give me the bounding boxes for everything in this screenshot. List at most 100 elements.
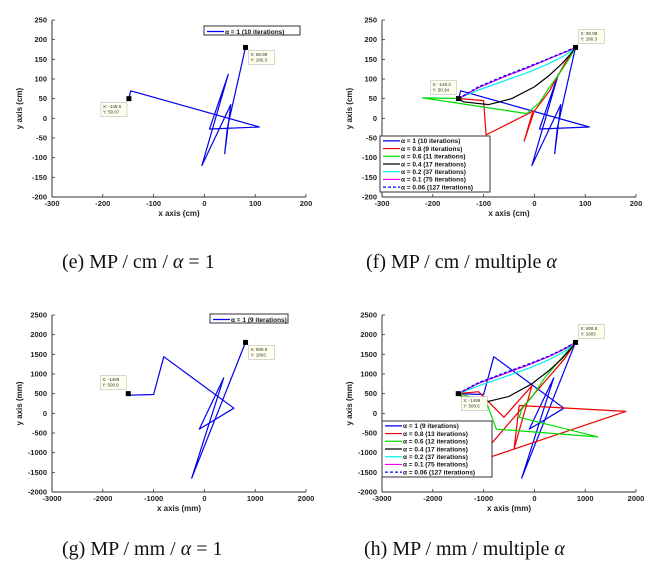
datatip-text: Y: 1803 — [581, 331, 597, 336]
legend: α = 1 (9 iterations)α = 0.8 (13 iteratio… — [381, 420, 493, 478]
datatip-text: Y: 50.34 — [433, 88, 450, 93]
y-tick-label: 500 — [34, 389, 47, 398]
caption-f-prefix: (f) MP / cm / multiple — [366, 251, 547, 273]
caption-f-greek: α — [546, 251, 557, 273]
y-axis-title: y axis (cm) — [15, 87, 24, 129]
x-tick-label: 1000 — [247, 494, 264, 503]
y-tick-label: 100 — [364, 75, 377, 84]
datatip-box — [578, 324, 605, 339]
y-tick-label: -500 — [32, 429, 47, 438]
y-tick-label: 150 — [364, 55, 377, 64]
caption-e-greek: α — [172, 251, 184, 273]
datatip-text: Y: 50.07 — [103, 110, 120, 115]
y-tick-label: -2000 — [358, 488, 377, 497]
y-tick-label: 0 — [43, 114, 47, 123]
datatip-marker — [456, 96, 462, 102]
x-tick-label: 0 — [202, 199, 206, 208]
chart-h: -3000 -2000 -1000 0 1000 2000-2000-1500-1000-… — [345, 311, 645, 514]
caption-g-suffix: = 1 — [191, 538, 223, 560]
y-tick-label: -200 — [362, 193, 377, 202]
datatip-text: Y: 180.3 — [251, 57, 268, 62]
series-line-3 — [458, 47, 576, 106]
datatip-text: X: 809.8 — [581, 326, 598, 331]
legend-label: α = 0.2 (37 iterations) — [401, 169, 466, 176]
datatip-text: X: 809.8 — [251, 347, 268, 352]
caption-h-prefix: (h) MP / mm / multiple — [364, 538, 555, 560]
x-tick-label: 200 — [300, 199, 313, 208]
datatip-marker — [125, 391, 131, 397]
y-tick-label: 2000 — [30, 330, 47, 339]
datatip-text: Y: 500.9 — [102, 383, 119, 388]
y-tick-label: -100 — [32, 153, 47, 162]
x-tick-label: 2000 — [628, 494, 645, 503]
y-tick-label: -150 — [32, 173, 47, 182]
datatip-text: Y: 1803 — [251, 352, 267, 357]
caption-h-greek: α — [554, 538, 565, 560]
datatip-marker — [126, 96, 132, 102]
y-tick-label: 500 — [364, 389, 377, 398]
legend-label: α = 1 (9 iterations) — [231, 317, 287, 324]
legend-box — [209, 313, 289, 324]
y-tick-label: -100 — [362, 153, 377, 162]
datatip-marker — [573, 339, 579, 345]
legend-label: α = 0.06 (127 iterations) — [401, 184, 473, 191]
x-tick-label: -2000 — [423, 494, 442, 503]
y-tick-label: 100 — [34, 75, 47, 84]
y-tick-label: -50 — [36, 134, 47, 143]
chart-f: -300 -200 -100 0 100 200-200-150-100-50050100… — [345, 16, 643, 219]
y-axis-title: y axis (cm) — [345, 87, 354, 129]
x-axis-title: x axis (mm) — [487, 504, 531, 513]
y-tick-label: -1500 — [358, 468, 377, 477]
y-tick-label: 150 — [34, 55, 47, 64]
x-axis-title: x axis (mm) — [157, 504, 201, 513]
datatip-text: X: -1499 — [102, 377, 120, 382]
series-line-0 — [127, 342, 247, 479]
legend-label: α = 0.4 (17 iterations) — [401, 161, 466, 168]
x-tick-label: -1000 — [474, 494, 493, 503]
y-tick-label: 1000 — [360, 370, 377, 379]
y-tick-label: -500 — [362, 429, 377, 438]
series-line-0 — [458, 342, 577, 479]
datatip-text: Y: 500.5 — [463, 404, 480, 409]
caption-g-greek: α — [180, 538, 192, 560]
caption-g: (g) MP / mm / α = 1 — [62, 538, 223, 561]
datatip-box — [99, 375, 127, 390]
x-axis-title: x axis (cm) — [158, 209, 200, 218]
y-tick-label: -1000 — [28, 448, 47, 457]
legend-label: α = 0.06 (127 iterations) — [403, 469, 475, 476]
chart-panel-h: -3000 -2000 -1000 0 1000 2000 -2000 -1500 -1000-… — [330, 295, 659, 525]
caption-f: (f) MP / cm / multiple α — [366, 251, 557, 274]
y-axis-title: y axis (mm) — [345, 381, 354, 425]
legend-label: α = 1 (9 iterations) — [403, 423, 459, 430]
datatip-box — [578, 29, 605, 44]
datatip-text: X: -148.6 — [103, 104, 122, 109]
datatip-marker — [243, 339, 249, 345]
y-axis-title: y axis (mm) — [15, 381, 24, 425]
y-tick-label: 0 — [373, 409, 377, 418]
y-tick-label: 200 — [34, 35, 47, 44]
legend-label: α = 0.1 (75 iterations) — [401, 177, 466, 184]
x-tick-label: 200 — [630, 199, 643, 208]
y-tick-label: 250 — [364, 16, 377, 25]
x-tick-label: -1000 — [144, 494, 163, 503]
x-axis-title: x axis (cm) — [488, 209, 530, 218]
legend: α = 1 (9 iterations) — [209, 313, 289, 324]
y-tick-label: 1500 — [30, 350, 47, 359]
caption-e-suffix: = 1 — [183, 251, 215, 273]
y-tick-label: -50 — [366, 134, 377, 143]
datatip-marker — [573, 44, 579, 50]
series-line-1 — [458, 342, 627, 466]
y-tick-label: 0 — [43, 409, 47, 418]
x-tick-label: -300 — [44, 199, 59, 208]
x-tick-label: 0 — [202, 494, 206, 503]
y-tick-label: 0 — [373, 114, 377, 123]
y-tick-label: -1000 — [358, 448, 377, 457]
y-tick-label: 50 — [39, 94, 47, 103]
x-tick-label: 2000 — [298, 494, 315, 503]
y-tick-label: 1500 — [360, 350, 377, 359]
series-line-0 — [128, 47, 260, 167]
datatip-box — [100, 102, 128, 117]
datatip-box — [248, 345, 275, 360]
series-line-0 — [458, 47, 590, 167]
datatip-marker — [243, 44, 249, 50]
